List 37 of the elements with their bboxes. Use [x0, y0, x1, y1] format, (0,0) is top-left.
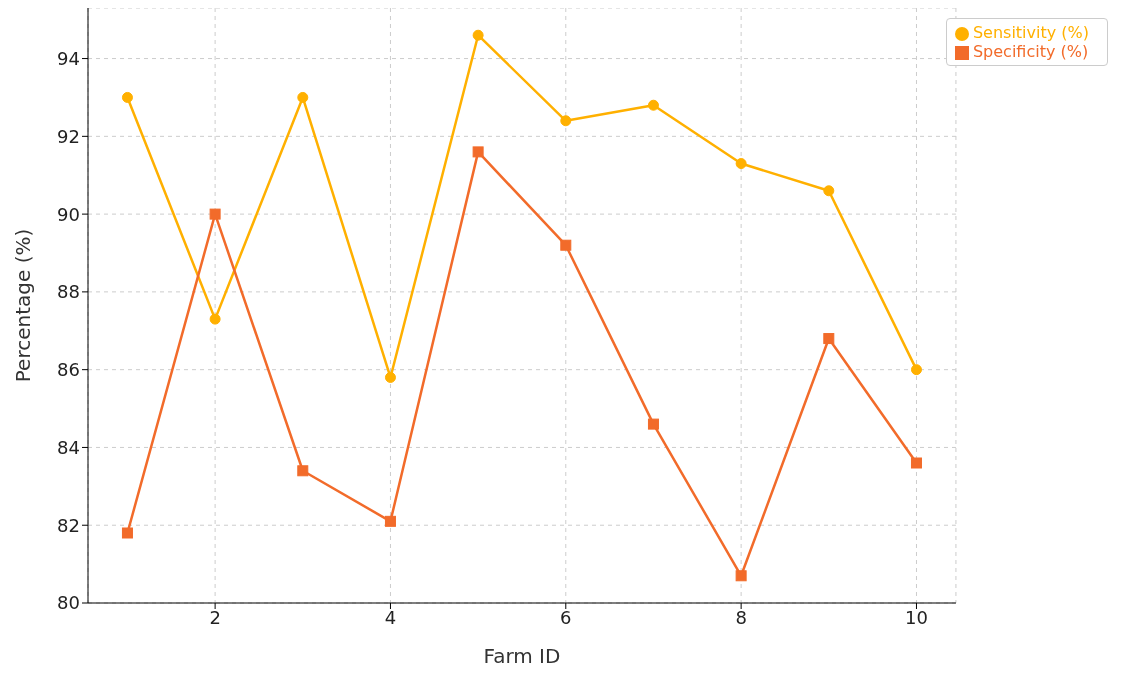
- x-tick-label: 2: [209, 606, 221, 628]
- point: [472, 146, 484, 158]
- y-axis-title: Percentage (%): [11, 228, 36, 383]
- legend-label: Sensitivity (%): [972, 23, 1089, 42]
- x-tick-label: 6: [560, 606, 572, 628]
- point: [910, 457, 922, 469]
- point: [735, 158, 747, 170]
- point: [297, 465, 309, 477]
- point: [647, 418, 659, 430]
- point: [121, 527, 133, 539]
- point: [647, 99, 659, 111]
- point: [297, 91, 309, 103]
- y-tick-label: 84: [57, 436, 80, 458]
- point: [735, 570, 747, 582]
- y-tick-label: 88: [57, 281, 80, 303]
- legend-label: Specificity (%): [972, 42, 1089, 61]
- x-tick-label: 8: [735, 606, 747, 628]
- x-tick-label: 4: [384, 606, 397, 628]
- x-tick-label: 10: [905, 606, 928, 628]
- point: [209, 313, 221, 325]
- y-tick-label: 90: [57, 203, 80, 225]
- point: [910, 364, 922, 376]
- y-tick-label: 82: [57, 514, 80, 536]
- point: [472, 29, 484, 41]
- point: [560, 115, 572, 127]
- y-tick-label: 92: [57, 125, 80, 147]
- point: [384, 371, 396, 383]
- point: [121, 91, 133, 103]
- point: [823, 185, 835, 197]
- point: [384, 515, 396, 527]
- point: [560, 239, 572, 251]
- point: [209, 208, 221, 220]
- y-tick-label: 80: [57, 592, 80, 614]
- y-tick-label: 86: [57, 359, 80, 381]
- point: [823, 333, 835, 345]
- x-axis-title: Farm ID: [483, 644, 561, 668]
- y-tick-label: 94: [57, 47, 80, 69]
